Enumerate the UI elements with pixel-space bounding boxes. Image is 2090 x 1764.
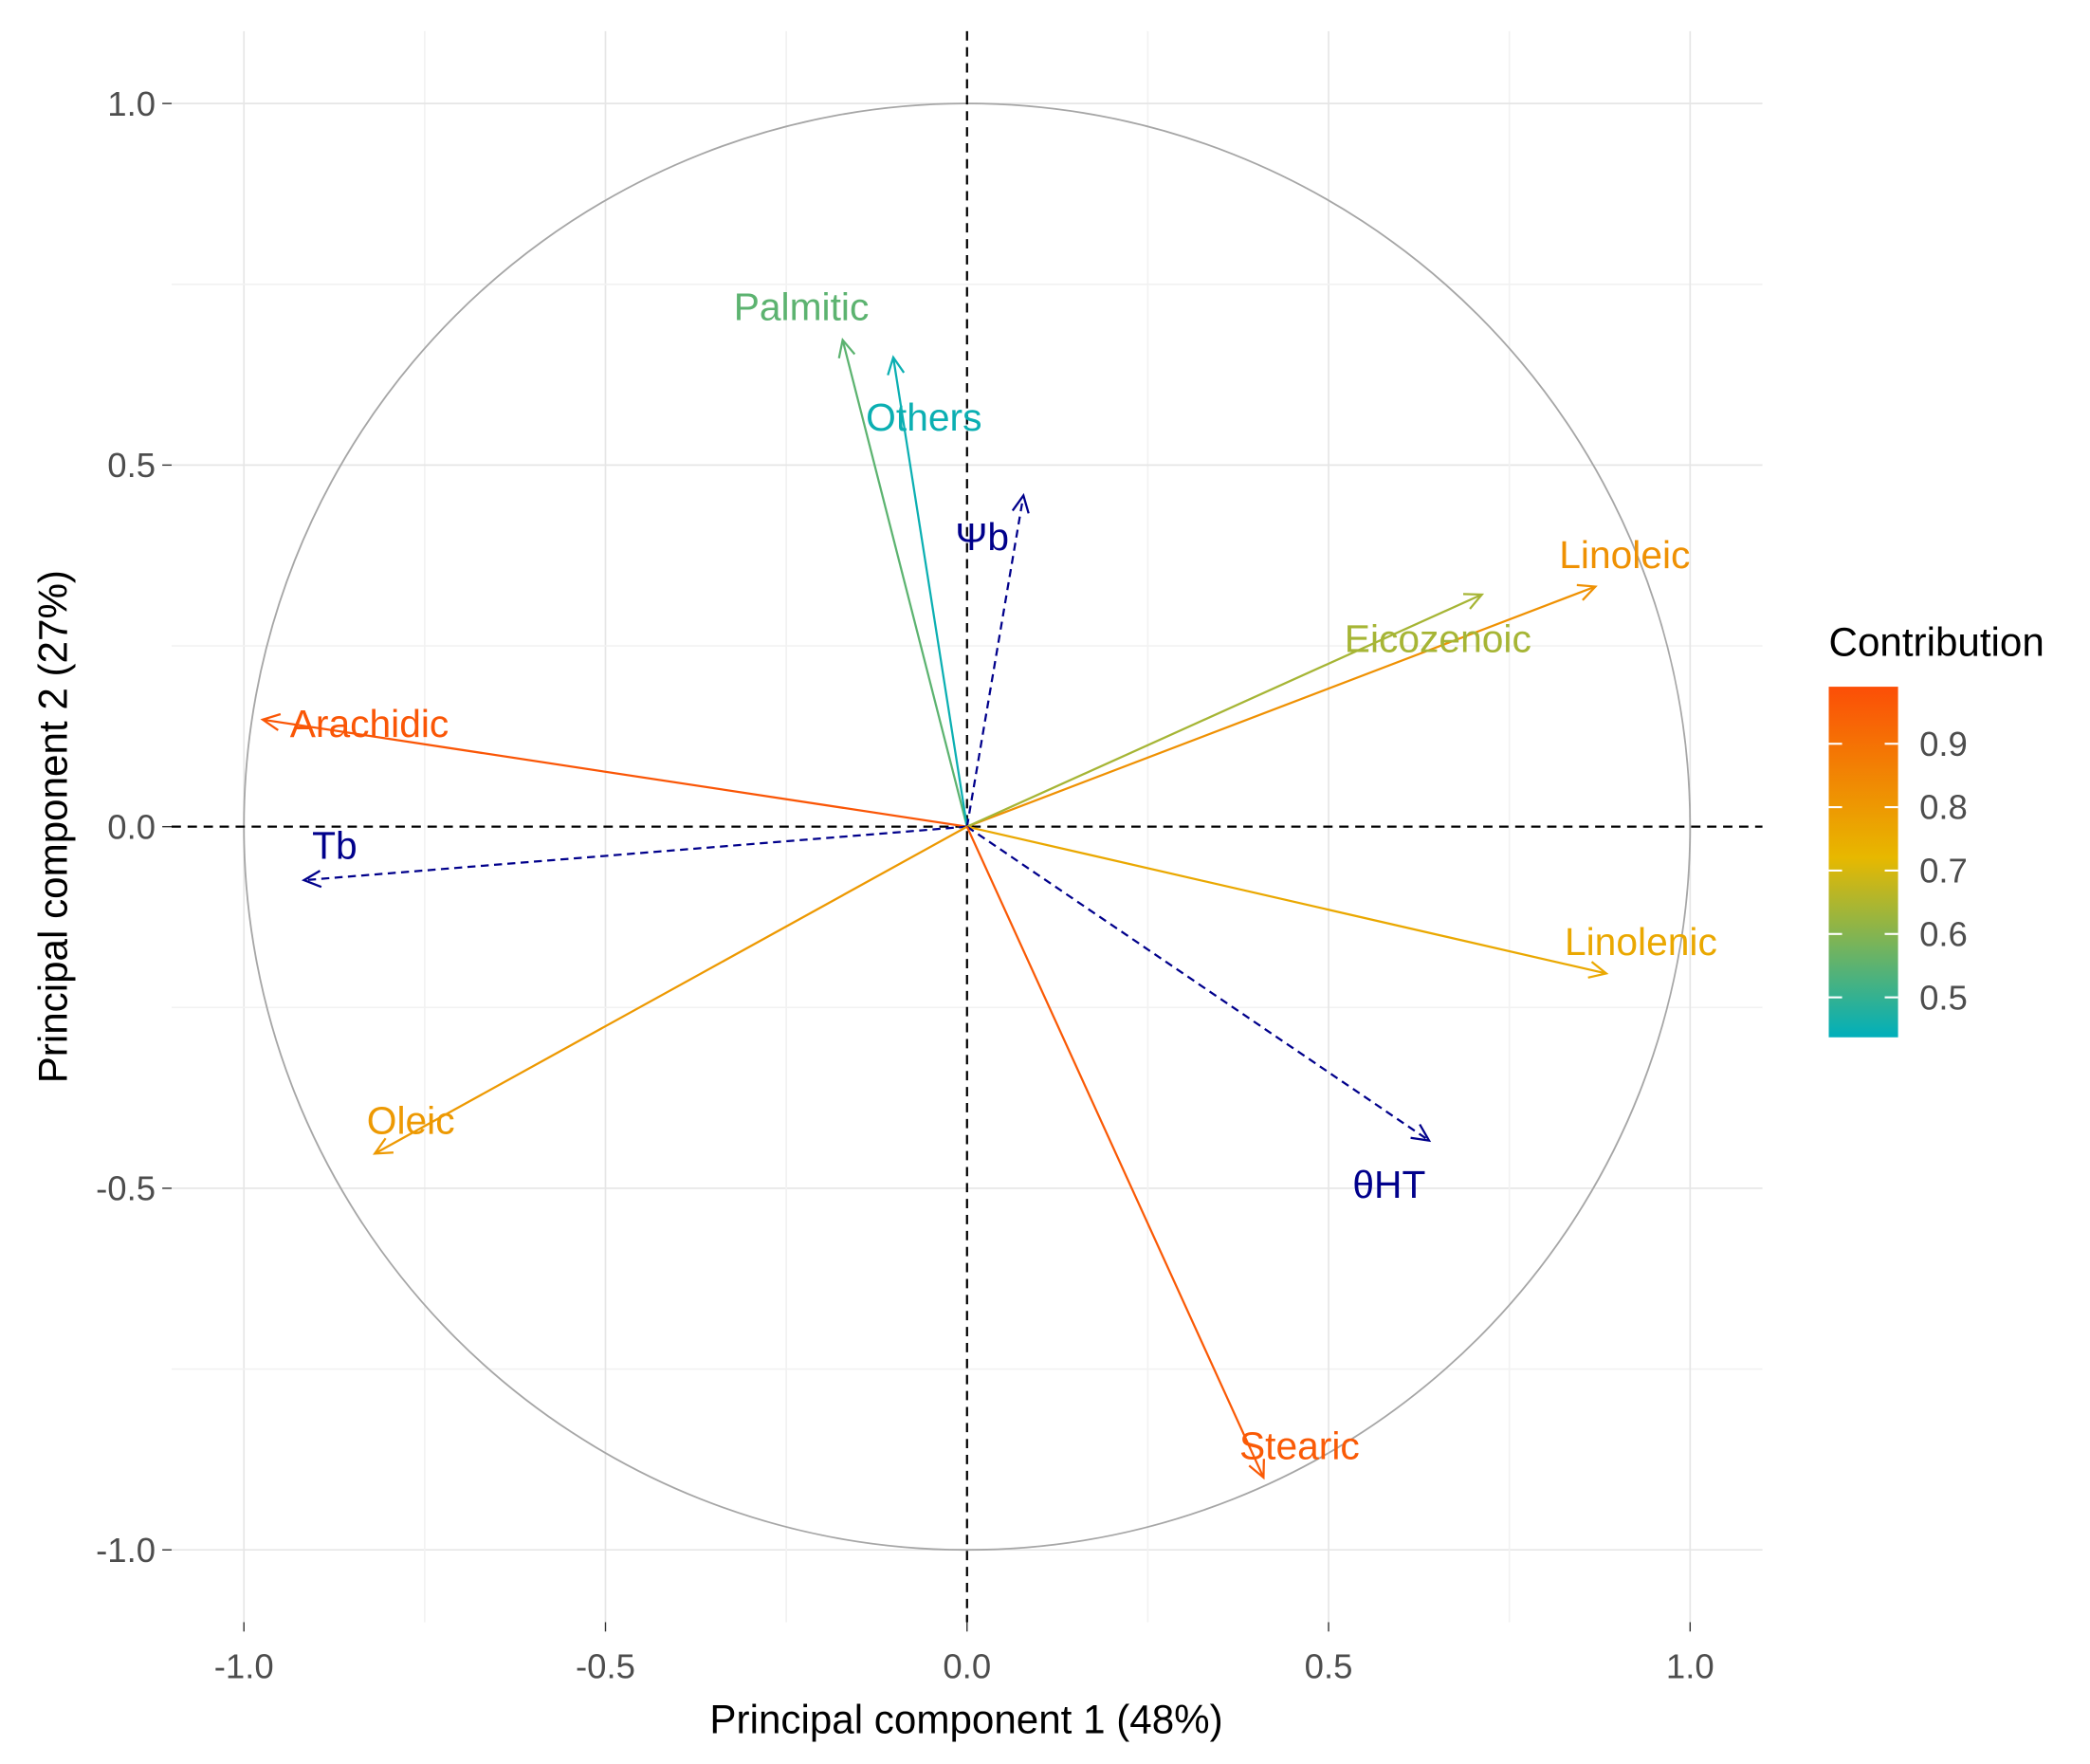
legend-tick-label: 0.7 xyxy=(1919,852,1968,891)
y-tick-label: 1.0 xyxy=(107,84,156,123)
x-tick-label: 1.0 xyxy=(1666,1647,1714,1686)
x-tick-label: 0.5 xyxy=(1305,1647,1353,1686)
y-axis-title: Principal component 2 (27%) xyxy=(30,570,75,1083)
variable-linolenic: Linolenic xyxy=(966,825,1717,979)
variable-label: Linoleic xyxy=(1559,533,1690,577)
arrow-head xyxy=(837,337,856,358)
arrow-head xyxy=(1576,583,1598,601)
variable-arrows: Palmitic Others Ψb Linoleic Eicozenoic Arachi… xyxy=(260,285,1717,1480)
variable-arachidic: Arachidic xyxy=(260,702,967,828)
legend-title: Contribution xyxy=(1829,620,2044,665)
arrow-line xyxy=(262,718,967,828)
arrow-line xyxy=(966,585,1596,828)
arrow-line xyxy=(303,825,967,882)
arrow-head xyxy=(260,712,282,731)
variable-label: Tb xyxy=(312,824,358,868)
variable-palmitic: Palmitic xyxy=(734,285,968,827)
arrow-head xyxy=(1463,593,1485,610)
variable-label: Palmitic xyxy=(734,285,870,328)
variable-label: Eicozenoic xyxy=(1345,616,1531,660)
y-tick-label: -1.0 xyxy=(96,1531,156,1570)
arrow-head xyxy=(887,355,906,376)
arrow-head xyxy=(1011,492,1030,514)
variable-ψb: Ψb xyxy=(955,492,1030,827)
legend-tick-label: 0.5 xyxy=(1919,978,1968,1017)
variable-label: Linolenic xyxy=(1565,920,1717,964)
variable-label: Arachidic xyxy=(290,702,449,745)
variable-stearic: Stearic xyxy=(965,826,1360,1480)
variable-tb: Tb xyxy=(301,824,967,889)
variable-eicozenoic: Eicozenoic xyxy=(966,593,1531,828)
variable-label: Others xyxy=(866,395,981,439)
arrow-head xyxy=(372,1137,394,1155)
arrow-head xyxy=(1410,1124,1432,1143)
x-tick-label: 0.0 xyxy=(943,1647,991,1686)
legend-tick-label: 0.8 xyxy=(1919,788,1968,827)
variable-others: Others xyxy=(866,355,981,827)
variable-label: Ψb xyxy=(955,515,1009,559)
legend: Contribution 0.9 0.8 0.7 0.6 0.5 xyxy=(1828,620,2044,1038)
arrow-line xyxy=(891,357,968,827)
arrow-line xyxy=(966,593,1483,828)
x-tick-label: -1.0 xyxy=(214,1647,274,1686)
variable-label: Stearic xyxy=(1239,1424,1360,1467)
arrow-line xyxy=(841,340,968,827)
y-tick-label: 0.0 xyxy=(107,807,156,846)
variable-linoleic: Linoleic xyxy=(966,533,1690,828)
legend-tick-label: 0.6 xyxy=(1919,914,1968,953)
variable-θht: θHT xyxy=(966,825,1432,1206)
y-tick-label: 0.5 xyxy=(107,446,156,485)
arrow-line xyxy=(966,825,1607,975)
arrow-line xyxy=(374,825,968,1155)
legend-tick-label: 0.9 xyxy=(1919,725,1968,763)
arrow-line xyxy=(965,495,1025,827)
arrow-head xyxy=(1248,1459,1265,1480)
variable-label: θHT xyxy=(1352,1163,1425,1206)
arrow-head xyxy=(301,870,322,889)
x-tick-label: -0.5 xyxy=(576,1647,635,1686)
variable-label: Oleic xyxy=(367,1098,455,1142)
y-tick-label: -0.5 xyxy=(96,1169,156,1208)
arrow-line xyxy=(966,825,1430,1142)
variable-oleic: Oleic xyxy=(367,825,968,1155)
arrow-head xyxy=(1587,961,1609,979)
legend-colorbar xyxy=(1828,687,1898,1038)
x-axis-title: Principal component 1 (48%) xyxy=(709,1697,1222,1741)
axes: -1.0 -0.5 0.0 0.5 1.0 -1.0 -0.5 0.0 0.5 1.0 xyxy=(96,30,1763,1686)
arrow-line xyxy=(965,826,1265,1479)
